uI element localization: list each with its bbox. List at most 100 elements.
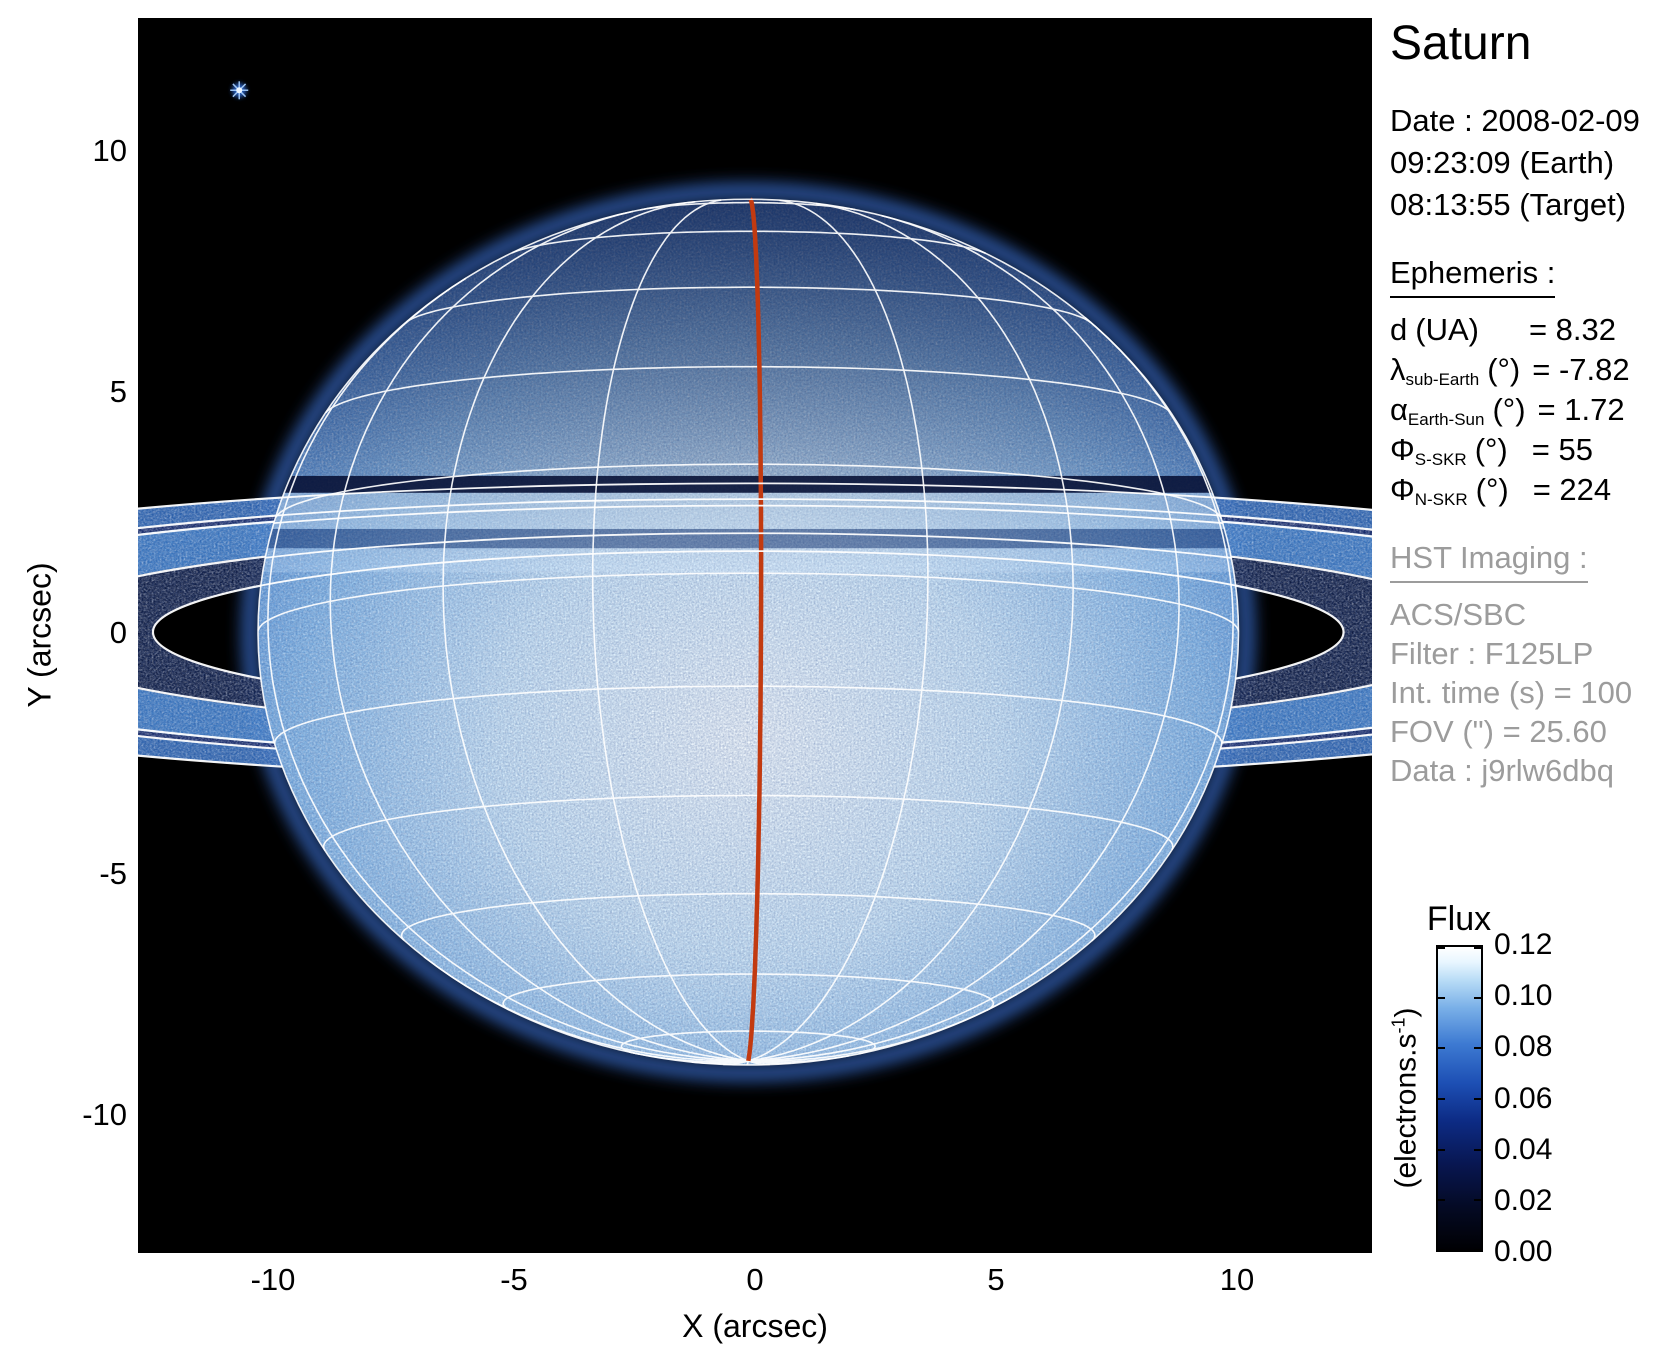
y-tick-label: 0 <box>109 615 127 650</box>
planet-glow <box>242 183 1255 1081</box>
date-line: Date : 2008-02-09 <box>1390 103 1640 138</box>
ephemeris-header: Ephemeris : <box>1390 255 1556 298</box>
longitude-line <box>442 201 749 1062</box>
planet-limb <box>257 198 1240 1066</box>
hst-rows: ACS/SBC Filter : F125LP Int. time (s) = … <box>1390 595 1632 790</box>
latitude-line <box>257 572 1240 632</box>
date-line-target: 08:13:55 (Target) <box>1390 187 1627 222</box>
value: = 1.72 <box>1537 392 1625 427</box>
satellite-dot <box>230 81 249 100</box>
ephemeris-rows: d (UA) = 8.32 λsub-Earth (°) = -7.82 αEarth-… <box>1390 310 1630 510</box>
colorbar-title: Flux <box>1426 900 1492 938</box>
hst-header: HST Imaging : <box>1390 540 1588 583</box>
symbol-phi-n: Φ <box>1390 472 1415 507</box>
colorbar-tick-mark <box>1438 1199 1445 1202</box>
hst-fov: FOV (") = 25.60 <box>1390 714 1607 749</box>
x-tick-label: -10 <box>250 1262 296 1297</box>
hst-int-time: Int. time (s) = 100 <box>1390 675 1633 710</box>
colorbar-tick-mark <box>1474 1249 1481 1251</box>
colorbar-tick-mark <box>1474 1148 1481 1151</box>
longitude-line <box>748 316 1234 1062</box>
colorbar <box>1436 945 1483 1252</box>
date-block: Date : 2008-02-09 09:23:09 (Earth) 08:13… <box>1390 100 1640 226</box>
latitude-line <box>502 973 995 1012</box>
colorbar-tick-label: 0.02 <box>1494 1183 1553 1217</box>
ephemeris-block: Ephemeris : d (UA) = 8.32 λsub-Earth (°) = -… <box>1390 255 1630 510</box>
colorbar-tick-mark <box>1438 1098 1445 1100</box>
value: = 55 <box>1531 432 1593 467</box>
date-line-earth: 09:23:09 (Earth) <box>1390 145 1615 180</box>
ring-edge-arc <box>258 532 1239 633</box>
ephemeris-row-sub-earth-lat: λsub-Earth (°) = -7.82 <box>1390 350 1630 390</box>
symbol-alpha: α <box>1390 392 1408 427</box>
symbol-sub: sub-Earth <box>1405 370 1480 389</box>
unit: (°) <box>1474 432 1508 467</box>
y-tick-label: -5 <box>99 856 127 892</box>
unit-exponent: -1 <box>1388 1017 1409 1034</box>
ring-edge-arc <box>258 550 1239 633</box>
saturn-image-plot <box>138 18 1372 1253</box>
colorbar-tick-label: 0.04 <box>1494 1132 1553 1166</box>
value: = 224 <box>1532 472 1612 507</box>
longitude-line <box>748 202 1074 1062</box>
y-axis-ticks: 10 5 0 -5 -10 <box>0 18 127 1253</box>
colorbar-tick-labels: 0.12 0.10 0.08 0.06 0.04 0.02 0.00 <box>1494 928 1614 1268</box>
ring-edge-arc <box>258 504 1239 633</box>
x-tick-label: 5 <box>987 1262 1005 1297</box>
symbol-sub: S-SKR <box>1414 450 1467 469</box>
silhouette-strip <box>258 475 1239 493</box>
colorbar-tick-mark <box>1474 947 1481 949</box>
y-axis-label: Y (arcsec) <box>21 562 58 708</box>
latitude-line <box>400 892 1096 942</box>
x-tick-label: 10 <box>1219 1262 1255 1297</box>
colorbar-tick-label: 0.06 <box>1494 1081 1553 1115</box>
figure-title: Saturn <box>1390 17 1532 70</box>
hst-filter: Filter : F125LP <box>1390 636 1594 671</box>
colorbar-tick-mark <box>1438 1249 1445 1251</box>
y-tick-label: -10 <box>82 1097 127 1133</box>
satellite-core <box>236 87 243 94</box>
colorbar-tick-mark <box>1438 1148 1445 1151</box>
colorbar-tick-label: 0.10 <box>1494 979 1553 1013</box>
ephemeris-row-phase-angle: αEarth-Sun (°) = 1.72 <box>1390 390 1630 430</box>
x-tick-label: 0 <box>746 1262 764 1297</box>
colorbar-tick-mark <box>1438 947 1445 949</box>
x-axis-label: X (arcsec) <box>682 1308 828 1344</box>
symbol-d: d <box>1390 312 1408 347</box>
colorbar-tick-mark <box>1438 996 1445 999</box>
longitude-line <box>267 277 749 1062</box>
colorbar-tick-mark <box>1474 1047 1481 1050</box>
longitude-line <box>748 214 1180 1062</box>
hst-instrument: ACS/SBC <box>1390 597 1527 632</box>
silhouette-strip <box>258 528 1239 549</box>
saturn-scene-svg <box>138 18 1372 1253</box>
ephemeris-row-n-skr: ΦN-SKR (°) = 224 <box>1390 470 1630 510</box>
longitude-line <box>591 199 749 1062</box>
latitude-line <box>325 365 1171 414</box>
unit: (UA) <box>1415 312 1479 347</box>
silhouette-strip <box>258 548 1239 573</box>
latitude-line <box>274 463 1223 519</box>
colorbar-tick-mark <box>1474 1098 1481 1100</box>
symbol-sub: Earth-Sun <box>1407 410 1485 429</box>
x-tick-label: -5 <box>500 1262 528 1297</box>
symbol-sub: N-SKR <box>1414 490 1468 509</box>
ring-edge-arc <box>258 482 1239 633</box>
value: = 8.32 <box>1528 312 1617 347</box>
colorbar-unit-label: (electrons.s-1) <box>1389 1007 1424 1188</box>
hst-data-id: Data : j9rlw6dbq <box>1390 753 1615 788</box>
ephemeris-row-s-skr: ΦS-SKR (°) = 55 <box>1390 430 1630 470</box>
colorbar-tick-label: 0.00 <box>1494 1235 1553 1268</box>
y-tick-label: 5 <box>109 373 127 409</box>
unit-prefix: (electrons.s <box>1389 1033 1423 1189</box>
central-meridian-line <box>746 197 764 1062</box>
hst-imaging-block: HST Imaging : ACS/SBC Filter : F125LP In… <box>1390 540 1632 790</box>
y-tick-label: 10 <box>92 132 127 168</box>
longitude-line <box>329 210 749 1062</box>
scene-root <box>138 18 1372 1253</box>
unit-suffix: ) <box>1389 1007 1423 1018</box>
colorbar-tick-label: 0.08 <box>1494 1030 1553 1064</box>
value: = -7.82 <box>1532 352 1630 387</box>
x-axis-ticks: -10 -5 0 5 10 <box>138 1262 1372 1304</box>
unit: (°) <box>1475 472 1509 507</box>
